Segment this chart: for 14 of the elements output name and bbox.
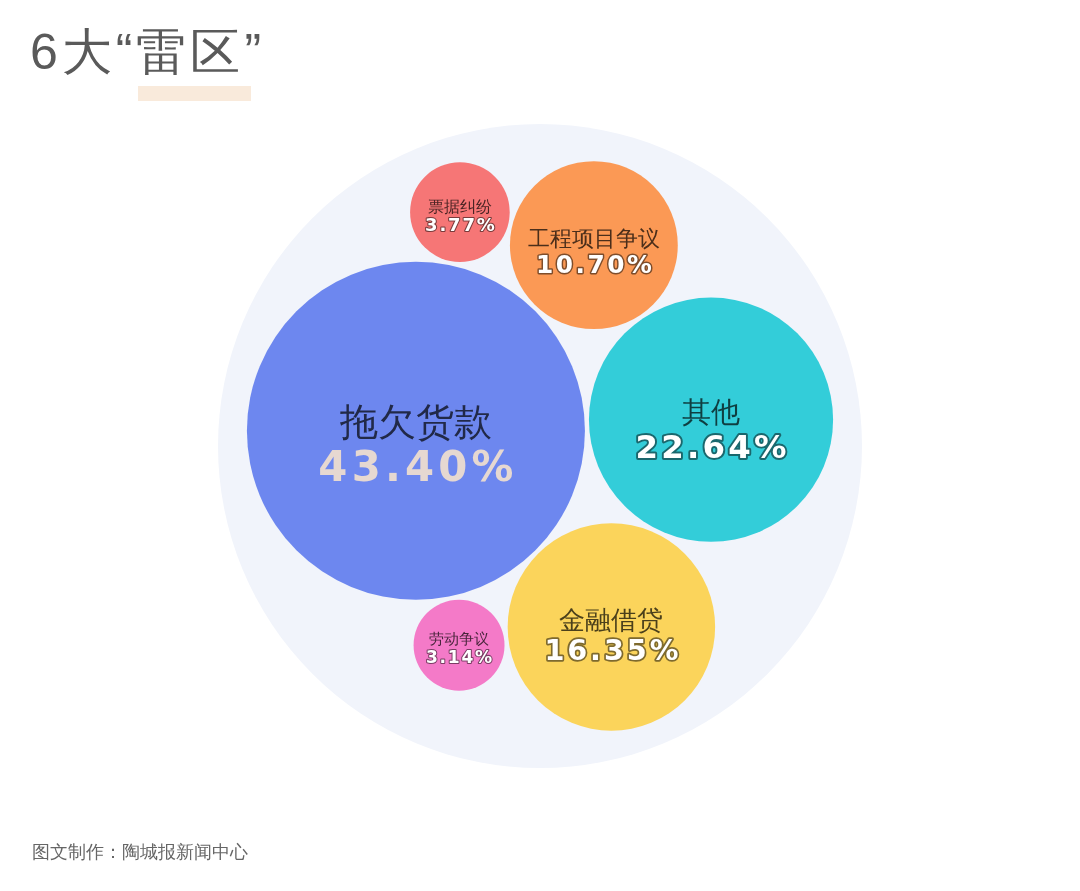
data-label: 22.64% [635,427,790,466]
category-label: 工程项目争议 [527,225,660,251]
category-label: 劳动争议 [429,631,490,648]
data-label: 43.40% [318,442,518,492]
data-label: 3.14% [426,646,494,667]
data-label: 3.77% [425,214,497,236]
category-label: 金融借贷 [559,605,664,634]
text: 图文制作：陶城报新闻中心 [32,841,248,864]
data-label: 10.70% [535,250,655,280]
data-label: 16.35% [544,633,682,668]
category-label: 票据纠纷 [427,197,492,215]
category-label: 拖欠货款 [338,401,492,444]
text: 6大“雷区” [30,23,266,82]
category-label: 其他 [682,396,741,429]
